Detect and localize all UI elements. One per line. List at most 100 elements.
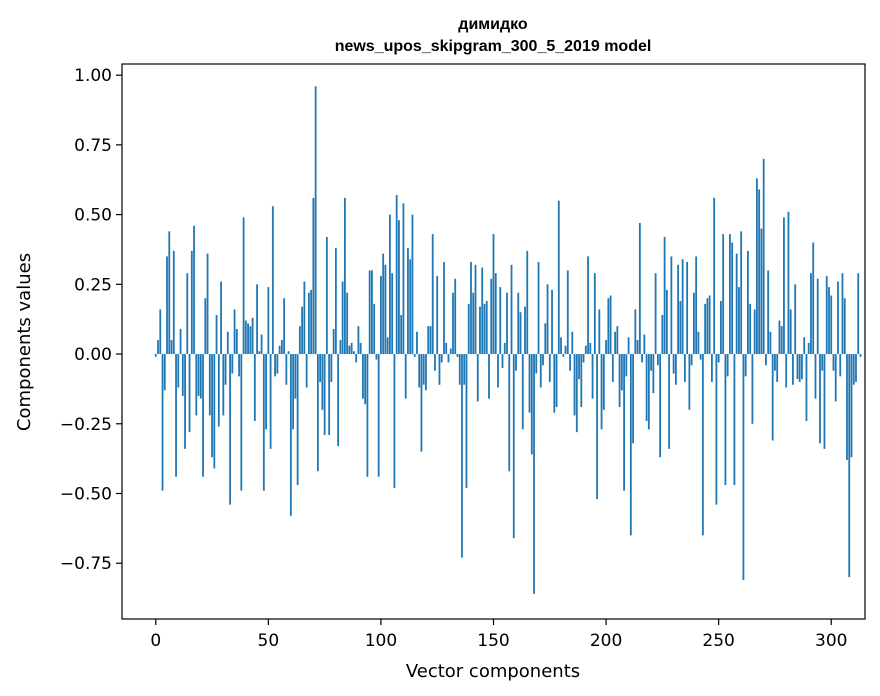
bar-110 <box>402 203 405 355</box>
bar-47 <box>260 334 263 355</box>
bar-235 <box>683 354 686 382</box>
bar-65 <box>301 306 304 355</box>
bar-265 <box>751 354 754 424</box>
bar-215 <box>638 222 641 355</box>
bar-66 <box>303 281 306 355</box>
bar-80 <box>334 248 337 355</box>
bar-299 <box>828 287 830 355</box>
bar-308 <box>848 354 851 578</box>
bar-72 <box>316 354 319 472</box>
bar-171 <box>539 354 542 388</box>
bar-195 <box>593 273 596 355</box>
bar-287 <box>801 354 803 380</box>
bar-220 <box>650 354 653 371</box>
bar-294 <box>816 278 819 355</box>
y-tick-label: 0.50 <box>74 206 112 226</box>
bar-31 <box>224 354 227 385</box>
bar-13 <box>184 354 186 449</box>
bar-121 <box>427 326 430 355</box>
bar-259 <box>738 287 740 355</box>
bar-15 <box>188 354 191 433</box>
bar-139 <box>467 303 470 355</box>
bar-67 <box>305 354 308 388</box>
bar-267 <box>756 178 758 355</box>
bar-8 <box>172 250 175 355</box>
bar-14 <box>186 273 189 355</box>
bar-118 <box>420 354 423 452</box>
bar-179 <box>557 200 560 355</box>
bar-123 <box>431 234 434 355</box>
bar-271 <box>765 354 767 366</box>
bar-62 <box>294 354 297 399</box>
bar-78 <box>330 354 333 382</box>
bar-289 <box>805 354 808 421</box>
bar-108 <box>398 220 400 355</box>
bar-158 <box>510 264 513 355</box>
bar-297 <box>823 354 826 449</box>
bar-283 <box>792 354 794 385</box>
bar-111 <box>404 354 407 399</box>
bar-58 <box>285 354 288 385</box>
bar-50 <box>267 287 270 355</box>
bar-311 <box>855 354 857 382</box>
bar-279 <box>783 217 785 355</box>
bar-242 <box>699 354 702 360</box>
x-tick-label: 200 <box>590 631 622 651</box>
bar-136 <box>461 354 463 558</box>
bar-97 <box>373 303 376 355</box>
bar-219 <box>647 354 650 430</box>
bar-115 <box>413 354 416 357</box>
bar-133 <box>454 278 457 355</box>
bar-310 <box>852 354 855 385</box>
bar-147 <box>485 301 488 355</box>
bar-200 <box>605 340 607 355</box>
bar-260 <box>740 231 743 355</box>
bar-224 <box>659 354 662 458</box>
bar-157 <box>508 354 511 472</box>
bar-290 <box>807 342 810 355</box>
bar-236 <box>686 262 689 355</box>
bar-59 <box>287 351 290 355</box>
bar-104 <box>389 214 391 355</box>
bar-42 <box>249 326 252 355</box>
bar-125 <box>436 275 439 355</box>
bar-261 <box>742 354 745 580</box>
bar-119 <box>422 354 425 385</box>
bar-30 <box>222 354 225 416</box>
bar-199 <box>602 354 605 410</box>
bar-56 <box>280 340 283 355</box>
bar-206 <box>618 354 621 408</box>
bar-277 <box>778 320 781 355</box>
bar-247 <box>711 354 713 382</box>
x-tick-label: 100 <box>365 631 397 651</box>
bar-12 <box>181 354 184 396</box>
bar-161 <box>517 292 520 355</box>
bar-99 <box>377 354 380 477</box>
bar-253 <box>724 354 727 486</box>
bar-293 <box>814 354 817 399</box>
bar-137 <box>463 354 466 385</box>
bar-203 <box>611 354 614 382</box>
x-axis-label: Vector components <box>406 661 580 682</box>
bar-194 <box>591 354 594 399</box>
bar-187 <box>575 354 578 433</box>
bar-298 <box>825 275 828 355</box>
bar-188 <box>578 354 580 380</box>
bar-22 <box>204 298 207 355</box>
bar-205 <box>616 326 619 355</box>
bar-204 <box>614 331 616 355</box>
bar-63 <box>296 354 299 486</box>
chart-title: димидко <box>458 16 528 33</box>
bar-134 <box>456 354 459 357</box>
bar-103 <box>386 337 389 355</box>
bar-92 <box>362 354 364 399</box>
bar-191 <box>584 345 587 355</box>
bar-46 <box>258 351 261 355</box>
bar-189 <box>580 354 583 408</box>
bar-10 <box>177 354 180 388</box>
bar-90 <box>357 326 360 355</box>
bar-165 <box>526 250 529 355</box>
bar-85 <box>346 292 349 355</box>
bar-174 <box>546 284 549 355</box>
